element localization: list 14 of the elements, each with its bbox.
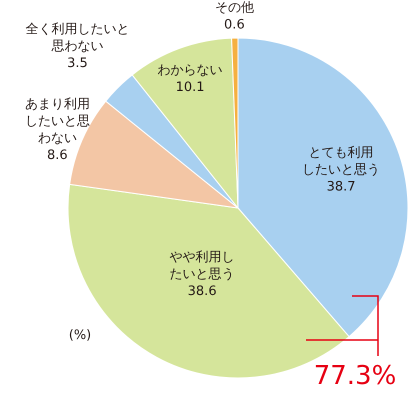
text: (%): [68, 328, 92, 343]
slice-label: その他: [214, 0, 254, 16]
slice-label: あまり利用したいと思わない: [24, 97, 90, 146]
text: 77.3%: [314, 361, 396, 391]
data-label: 38.6: [188, 284, 217, 299]
data-label: 10.1: [176, 80, 205, 96]
slice-label: やや利用したいと思う: [170, 250, 235, 282]
data-label: 38.7: [326, 180, 356, 195]
slice-label: とても利用したいと思う: [302, 146, 380, 178]
data-label: 8.6: [46, 148, 68, 164]
data-label: 0.6: [224, 18, 245, 33]
data-label: 3.5: [67, 56, 88, 72]
slice-label: わからない: [158, 63, 223, 78]
slice-label: 全く利用したいと思わない: [25, 22, 130, 54]
